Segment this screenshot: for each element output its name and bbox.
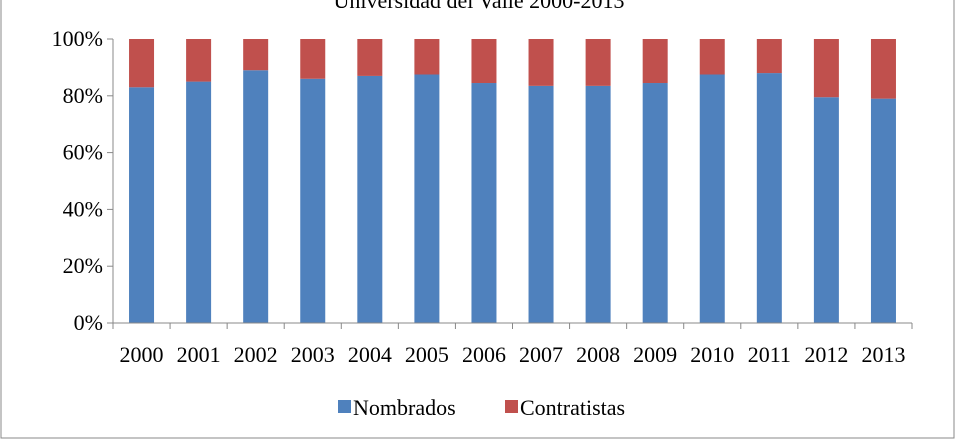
bar-segment [243,39,269,71]
bar-segment [300,78,326,323]
bar-segment [129,87,155,323]
bar-segment [813,97,839,323]
bar-segment [642,39,668,84]
y-tick-label: 0% [74,310,103,335]
y-tick-label: 80% [63,83,103,108]
x-tick-label: 2008 [576,342,620,367]
bar-segment [471,83,497,324]
legend-swatch [338,400,351,413]
bar-segment [186,39,212,82]
bar-segment [186,81,212,323]
bar-segment [528,39,554,86]
bar-segment [300,39,326,79]
bar-segment [357,39,383,76]
bar-segment [357,75,383,323]
bar-segment [414,74,440,323]
legend-label: Nombrados [353,395,456,420]
x-tick-label: 2011 [748,342,791,367]
bar-segment [585,39,611,86]
bar-segment [414,39,440,75]
bar-segment [870,39,896,99]
x-tick-label: 2007 [519,342,563,367]
x-tick-label: 2004 [348,342,392,367]
bar-segment [471,39,497,84]
y-tick-label: 100% [52,26,103,51]
legend-swatch [505,400,518,413]
bar-segment [129,39,155,88]
bar-segment [756,39,782,74]
y-tick-label: 20% [63,253,103,278]
x-tick-label: 2013 [861,342,905,367]
bar-segment [642,83,668,324]
bar-segment [585,85,611,323]
x-tick-label: 2002 [234,342,278,367]
x-tick-label: 2006 [462,342,506,367]
bar-segment [528,85,554,323]
bar-segment [243,70,269,324]
bar-segment [813,39,839,98]
x-tick-label: 2003 [291,342,335,367]
y-tick-label: 60% [63,140,103,165]
x-tick-label: 2010 [690,342,734,367]
x-tick-label: 2005 [405,342,449,367]
bar-segment [756,73,782,323]
y-tick-label: 40% [63,196,103,221]
bar-segment [870,98,896,323]
bar-segment [699,74,725,323]
chart-title: Universidad del Valle 2000-2013 [333,0,624,13]
x-tick-label: 2000 [120,342,164,367]
x-tick-label: 2012 [804,342,848,367]
x-tick-label: 2009 [633,342,677,367]
bar-segment [699,39,725,75]
x-tick-label: 2001 [177,342,221,367]
legend-label: Contratistas [520,395,625,420]
